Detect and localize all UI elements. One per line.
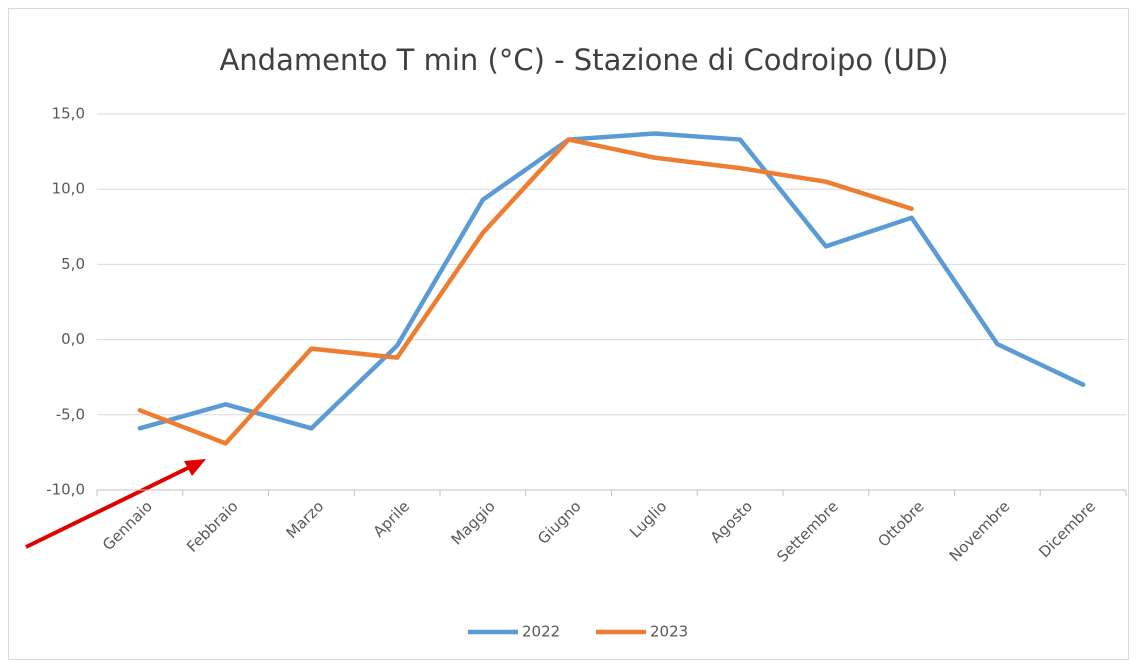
annotation-arrow bbox=[25, 459, 206, 549]
legend-label: 2023 bbox=[650, 623, 688, 641]
chart-frame bbox=[8, 8, 1129, 660]
chart-title: Andamento T min (°C) - Stazione di Codro… bbox=[219, 43, 948, 77]
y-tick-label: 5,0 bbox=[61, 255, 85, 273]
y-tick-label: 0,0 bbox=[61, 330, 85, 348]
y-tick-label: 15,0 bbox=[52, 105, 85, 123]
series-line bbox=[137, 137, 914, 446]
series-line bbox=[137, 131, 1086, 431]
y-tick-label: -10,0 bbox=[46, 481, 85, 499]
y-tick-label: 10,0 bbox=[52, 180, 85, 198]
y-tick-label: -5,0 bbox=[56, 405, 85, 423]
legend-label: 2022 bbox=[522, 623, 560, 641]
